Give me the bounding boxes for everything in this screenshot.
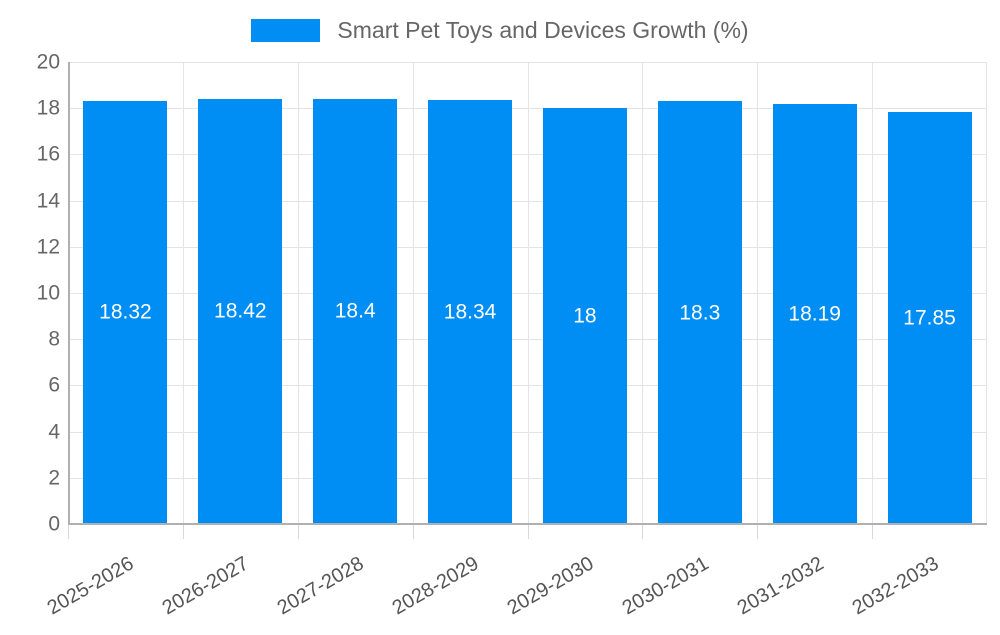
bar-value-label: 18	[573, 304, 597, 328]
x-axis-tick-label: 2026-2027	[158, 552, 253, 620]
bar-chart: Smart Pet Toys and Devices Growth (%) 0 2…	[0, 0, 1000, 619]
gridline-vertical	[413, 62, 414, 524]
gridline-vertical	[183, 62, 184, 524]
bar-value-label: 18.32	[99, 300, 152, 324]
gridline-horizontal	[68, 477, 987, 479]
gridline-horizontal	[68, 108, 987, 110]
x-axis-tick-label: 2029-2030	[503, 552, 598, 620]
bar-2028-2029[interactable]: 18.34	[428, 62, 513, 524]
bar-value-label: 18.42	[214, 299, 267, 323]
gridline-vertical	[872, 62, 873, 524]
bar-rect[interactable]	[313, 98, 398, 524]
gridline-horizontal	[68, 431, 987, 433]
y-axis-tick-labels: 0 2 4 6 8 10 12 14 16 18 20	[0, 0, 60, 600]
x-axis-tick-mark	[68, 525, 69, 539]
y-axis-line	[68, 62, 70, 525]
bar-value-label: 18.34	[443, 300, 497, 324]
x-axis-line	[68, 523, 987, 525]
x-axis-tick-label: 2028-2029	[388, 552, 483, 620]
bar-value-label: 18.3	[679, 301, 721, 325]
x-axis-tick-mark	[413, 525, 414, 539]
y-axis-tick-label: 20	[36, 50, 60, 74]
x-axis-tick-mark	[757, 525, 758, 539]
y-axis-tick-label: 6	[48, 373, 60, 397]
bar-2032-2033[interactable]: 17.85	[887, 62, 972, 524]
y-axis-tick-label: 4	[48, 420, 60, 444]
gridline-vertical	[986, 62, 987, 524]
bar-value-label: 18.19	[788, 302, 841, 326]
y-axis-tick-label: 0	[48, 512, 60, 536]
y-axis-tick-label: 16	[36, 142, 60, 166]
x-axis-tick-mark	[872, 525, 873, 539]
gridline-horizontal	[68, 154, 987, 156]
gridline-vertical	[642, 62, 643, 524]
legend-color-swatch	[251, 18, 321, 42]
bar-rect[interactable]	[428, 100, 513, 524]
bar-rect[interactable]	[198, 98, 283, 524]
y-axis-tick-label: 18	[36, 96, 60, 120]
x-axis-tick-mark	[183, 525, 184, 539]
y-axis-tick-label: 12	[36, 235, 60, 259]
x-axis-tick-mark	[298, 525, 299, 539]
bar-rect[interactable]	[83, 100, 168, 524]
y-axis-tick-label: 10	[36, 281, 60, 305]
bar-2030-2031[interactable]: 18.3	[657, 62, 742, 524]
x-axis-tick-label: 2032-2033	[848, 552, 943, 620]
bar-2025-2026[interactable]: 18.32	[83, 62, 168, 524]
x-axis-tick-label: 2027-2028	[273, 552, 368, 620]
gridline-horizontal	[68, 339, 987, 341]
gridline-horizontal	[68, 62, 987, 63]
y-axis-tick-label: 8	[48, 327, 60, 351]
y-axis-tick-label: 2	[48, 466, 60, 490]
bar-value-label: 18.4	[334, 299, 376, 323]
bar-rect[interactable]	[657, 101, 742, 524]
bar-rect[interactable]	[887, 111, 972, 524]
plot-area: 18.32 18.42 18.4 18.34 18 18.3 18.19 17.85	[68, 62, 987, 525]
gridline-vertical	[757, 62, 758, 524]
bar-value-label: 17.85	[903, 306, 956, 330]
legend-item[interactable]: Smart Pet Toys and Devices Growth (%)	[251, 16, 749, 43]
y-axis-tick-label: 14	[36, 189, 60, 213]
bar-2029-2030[interactable]: 18	[542, 62, 627, 524]
gridline-horizontal	[68, 385, 987, 387]
gridline-horizontal	[68, 200, 987, 202]
x-axis-tick-mark	[528, 525, 529, 539]
gridline-horizontal	[68, 293, 987, 294]
x-axis-tick-label: 2031-2032	[733, 552, 828, 620]
x-axis-tick-mark	[642, 525, 643, 539]
gridline-vertical	[298, 62, 299, 524]
x-axis-tick-label: 2030-2031	[618, 552, 713, 620]
bar-2031-2032[interactable]: 18.19	[772, 62, 857, 524]
gridline-horizontal	[68, 246, 987, 248]
chart-legend: Smart Pet Toys and Devices Growth (%)	[0, 10, 1000, 50]
bar-rect[interactable]	[542, 108, 627, 524]
bar-2026-2027[interactable]: 18.42	[198, 62, 283, 524]
bar-rect[interactable]	[772, 103, 857, 524]
bar-2027-2028[interactable]: 18.4	[313, 62, 398, 524]
gridline-vertical	[528, 62, 529, 524]
legend-item-label: Smart Pet Toys and Devices Growth (%)	[337, 16, 749, 43]
